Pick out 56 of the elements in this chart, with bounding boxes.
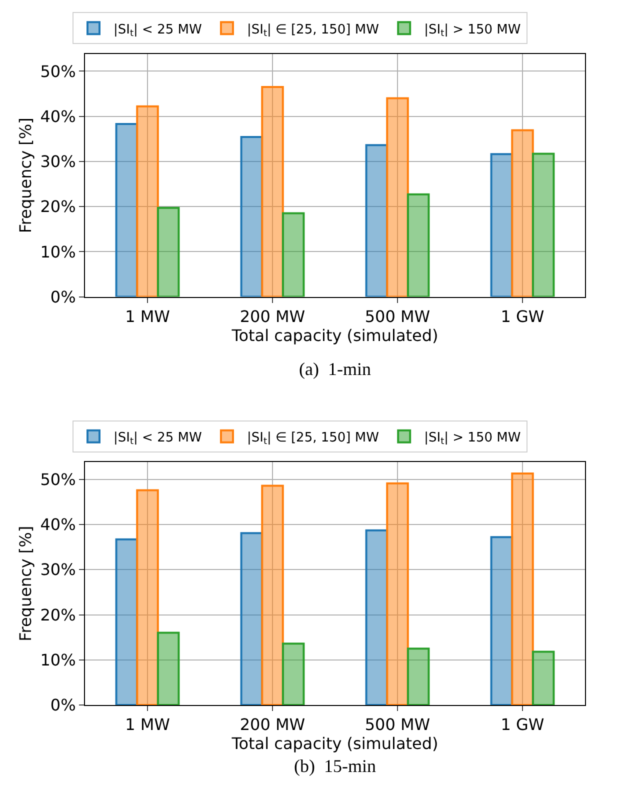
bar [532,152,555,297]
x-axis-title: Total capacity (simulated) [230,326,438,345]
bar [261,86,284,297]
bar [156,632,180,705]
legend-label: |SI$_{t}$| > 150 MW [424,22,521,39]
legend-label: |SI$_{t}$| < 25 MW [114,22,202,39]
x-tick-label: 500 MW [364,715,430,734]
legend-label: |SI$_{t}$| < 25 MW [114,430,202,448]
bar [490,153,514,297]
bar [365,144,388,297]
bar [511,472,534,705]
x-tick-label: 1 GW [500,306,544,326]
bar [240,136,264,297]
legend-label: |SI$_{t}$| ∈ [25, 150] MW [246,22,380,39]
x-tick-label: 1 MW [125,715,170,734]
bar [532,650,555,705]
y-tick-label: 50% [40,62,76,81]
bar [136,489,159,705]
bar [406,648,430,705]
text: (a) 1-min [299,359,371,379]
x-axis-title: Total capacity (simulated) [230,734,438,754]
y-tick-label: 30% [40,152,76,171]
y-tick-label: 50% [40,470,76,489]
bar [136,105,159,297]
bar [261,484,284,705]
legend-label: |SI$_{t}$| ∈ [25, 150] MW [246,430,380,448]
y-axis-title: Frequency [%] [16,118,36,234]
bar [490,536,514,705]
bar [386,97,409,297]
y-tick-label: 10% [40,242,76,262]
y-tick-label: 20% [40,605,76,624]
x-tick-label: 1 MW [125,306,170,326]
bar [282,212,305,297]
bar [282,642,305,705]
x-tick-label: 200 MW [240,715,306,734]
y-tick-label: 20% [40,197,76,216]
y-tick-label: 40% [40,515,76,534]
bar [386,482,409,705]
x-tick-label: 1 GW [500,715,544,734]
bar [406,193,430,297]
x-tick-label: 200 MW [240,306,306,326]
bar [511,129,534,297]
y-tick-label: 0% [50,287,76,306]
bar [156,206,180,297]
y-tick-label: 0% [50,696,76,715]
y-tick-label: 10% [40,650,76,670]
bar [365,529,388,705]
bar [240,532,264,705]
bar [115,538,138,705]
text: (b) 15-min [294,756,376,776]
y-axis-title: Frequency [%] [16,526,36,642]
bar [115,122,138,297]
y-tick-label: 30% [40,560,76,580]
legend-label: |SI$_{t}$| > 150 MW [424,430,521,448]
x-tick-label: 500 MW [364,306,430,326]
y-tick-label: 40% [40,106,76,126]
